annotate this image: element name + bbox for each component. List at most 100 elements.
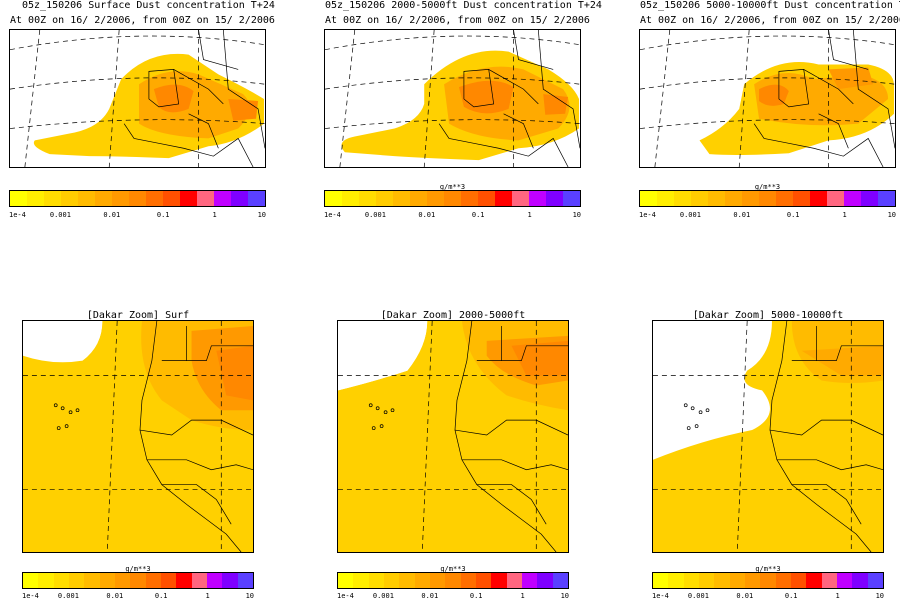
colorbar-tick-label: 1 (212, 211, 217, 219)
colorbar-swatch (708, 191, 725, 206)
colorbar-swatch (683, 573, 699, 588)
colorbar-swatch (325, 191, 342, 206)
colorbar-swatch (759, 191, 776, 206)
top-panel-1-title: 05z_150206 Surface Dust concentration T+… (22, 0, 275, 11)
colorbar-tick-label: 1 (835, 592, 840, 600)
bottom-panel-1-colorbar-unit: g/m**3 (125, 565, 151, 573)
colorbar-swatch (729, 573, 745, 588)
top-panel-3-title: 05z_150206 5000-10000ft Dust concentrati… (640, 0, 900, 11)
colorbar-swatch (776, 191, 793, 206)
colorbar-swatch (790, 573, 807, 588)
top-panel-1-subtitle: At 00Z on 16/ 2/2006, from 00Z on 15/ 2/… (10, 15, 275, 26)
colorbar-tick-label: 1e-4 (639, 211, 656, 219)
colorbar-tick-label: 1e-4 (9, 211, 26, 219)
top-panel-2-subtitle: At 00Z on 16/ 2/2006, from 00Z on 15/ 2/… (325, 15, 590, 26)
colorbar-swatch (495, 191, 512, 206)
top-panel-3-colorbar-ticks: 1e-4 0.001 0.01 0.1 1 10 (639, 211, 896, 220)
colorbar-swatch (180, 191, 197, 206)
colorbar-tick-label: 0.001 (687, 592, 709, 600)
bottom-panel-3-map (652, 320, 884, 553)
bottom-panel-1-map (22, 320, 254, 553)
colorbar-tick-label: 10 (257, 211, 266, 219)
colorbar-swatch (836, 573, 853, 588)
colorbar-swatch (99, 573, 115, 588)
top-panel-1-map (9, 29, 266, 168)
colorbar-tick-label: 0.01 (733, 211, 751, 219)
colorbar-swatch (460, 573, 476, 588)
colorbar-swatch (461, 191, 478, 206)
colorbar-swatch (95, 191, 112, 206)
colorbar-tick-label: 0.001 (49, 211, 71, 219)
top-panel-2-colorbar-unit: g/m**3 (439, 183, 466, 191)
colorbar-swatch (563, 191, 580, 206)
colorbar-swatch (353, 573, 369, 588)
colorbar-tick-label: 0.01 (106, 592, 124, 600)
colorbar-swatch (512, 191, 529, 206)
bottom-panel-1-colorbar (22, 572, 254, 589)
top-panel-2-title: 05z_150206 2000-5000ft Dust concentratio… (325, 0, 602, 11)
colorbar-tick-label: 0.01 (103, 211, 121, 219)
colorbar-tick-label: 0.01 (418, 211, 436, 219)
bottom-panel-3-title: [Dakar Zoom] 5000-10000ft (692, 310, 844, 321)
bottom-panel-3-colorbar-ticks: 1e-4 0.001 0.01 0.1 1 10 (652, 592, 884, 601)
bottom-panel-3-colorbar (652, 572, 884, 589)
colorbar-tick-label: 10 (875, 592, 884, 600)
colorbar-tick-label: 1 (205, 592, 210, 600)
colorbar-swatch (53, 573, 69, 588)
colorbar-swatch (163, 191, 180, 206)
colorbar-swatch (342, 191, 359, 206)
colorbar-swatch (248, 191, 265, 206)
colorbar-tick-label: 1 (520, 592, 525, 600)
colorbar-swatch (399, 573, 415, 588)
colorbar-swatch (338, 573, 354, 588)
colorbar-tick-label: 0.01 (736, 592, 754, 600)
colorbar-swatch (861, 191, 878, 206)
colorbar-swatch (552, 573, 568, 588)
colorbar-swatch (546, 191, 563, 206)
colorbar-swatch (827, 191, 844, 206)
colorbar-swatch (475, 573, 492, 588)
colorbar-swatch (206, 573, 223, 588)
colorbar-swatch (368, 573, 384, 588)
colorbar-swatch (383, 573, 400, 588)
colorbar-swatch (793, 191, 810, 206)
colorbar-swatch (674, 191, 691, 206)
colorbar-swatch (214, 191, 231, 206)
colorbar-tick-label: 0.1 (784, 592, 798, 600)
colorbar-swatch (478, 191, 495, 206)
colorbar-swatch (160, 573, 177, 588)
colorbar-tick-label: 0.001 (57, 592, 79, 600)
colorbar-swatch (145, 573, 161, 588)
top-panel-2-colorbar-ticks: 1e-4 0.001 0.01 0.1 1 10 (324, 211, 581, 220)
colorbar-swatch (529, 191, 546, 206)
colorbar-swatch (775, 573, 791, 588)
colorbar-tick-label: 1 (842, 211, 847, 219)
top-panel-2-map (324, 29, 581, 168)
top-panel-1-colorbar-ticks: 1e-4 0.001 0.01 0.1 1 10 (9, 211, 266, 220)
bottom-panel-2-title: [Dakar Zoom] 2000-5000ft (380, 310, 526, 321)
colorbar-tick-label: 10 (245, 592, 254, 600)
colorbar-tick-label: 1e-4 (337, 592, 354, 600)
colorbar-tick-label: 0.1 (471, 211, 485, 219)
colorbar-swatch (844, 191, 861, 206)
colorbar-tick-label: 10 (560, 592, 569, 600)
colorbar-swatch (640, 191, 657, 206)
colorbar-tick-label: 10 (887, 211, 896, 219)
colorbar-swatch (44, 191, 61, 206)
colorbar-swatch (744, 573, 761, 588)
bottom-panel-2-colorbar (337, 572, 569, 589)
colorbar-tick-label: 0.001 (372, 592, 394, 600)
colorbar-swatch (191, 573, 207, 588)
colorbar-swatch (112, 191, 129, 206)
colorbar-swatch (10, 191, 27, 206)
colorbar-tick-label: 0.01 (421, 592, 439, 600)
colorbar-swatch (84, 573, 100, 588)
colorbar-tick-label: 0.1 (156, 211, 170, 219)
top-panel-3-colorbar (639, 190, 896, 207)
colorbar-swatch (445, 573, 461, 588)
colorbar-swatch (197, 191, 214, 206)
bottom-panel-2-map (337, 320, 569, 553)
colorbar-swatch (821, 573, 837, 588)
colorbar-tick-label: 0.001 (679, 211, 701, 219)
top-panel-3-colorbar-unit: g/m**3 (754, 183, 781, 191)
